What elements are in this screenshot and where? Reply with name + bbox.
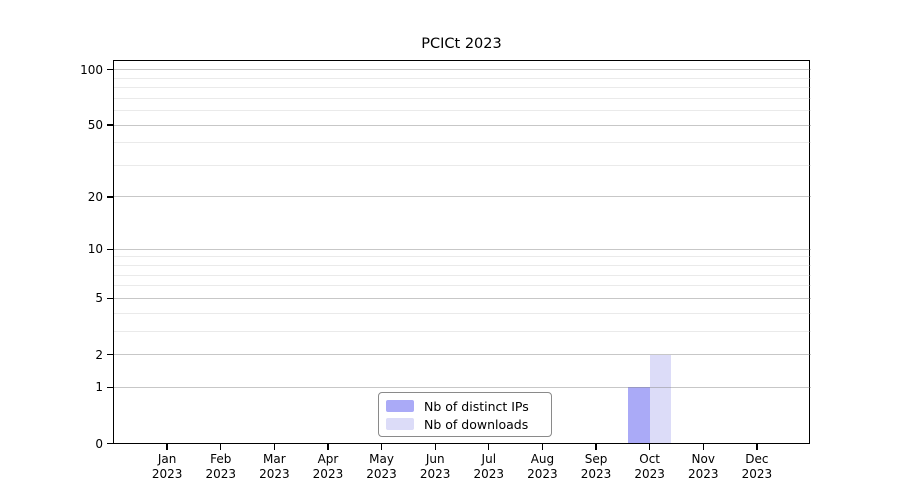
y-tick-label: 50	[87, 118, 103, 133]
legend-label-downloads: Nb of downloads	[424, 416, 529, 432]
x-tick-mark	[649, 444, 651, 450]
chart-title: PCICt 2023	[421, 36, 502, 52]
y-tick-mark	[107, 69, 113, 71]
x-tick-label: Sep 2023	[580, 451, 612, 482]
legend-item-downloads: Nb of downloads	[386, 416, 544, 432]
gridline-minor	[113, 285, 811, 287]
y-tick-mark	[107, 124, 113, 126]
gridline-major	[113, 196, 811, 198]
x-tick-mark	[273, 444, 275, 450]
x-tick-label: Jul 2023	[473, 451, 505, 482]
gridline-major	[113, 386, 811, 388]
x-tick-label: Apr 2023	[312, 451, 344, 482]
x-tick-mark	[166, 444, 168, 450]
y-tick-label: 2	[95, 347, 103, 362]
y-tick-label: 0	[95, 436, 103, 451]
plot-border	[113, 60, 810, 444]
x-tick-label: Oct 2023	[634, 451, 665, 482]
x-tick-label: Jun 2023	[419, 451, 451, 482]
gridline-major	[113, 124, 811, 126]
y-tick-mark	[107, 248, 113, 250]
y-tick-label: 20	[87, 189, 103, 204]
x-tick-label: Mar 2023	[259, 451, 290, 482]
x-tick-label: Aug 2023	[527, 451, 558, 482]
gridline-minor	[113, 97, 811, 99]
y-tick-mark	[107, 353, 113, 356]
gridline-major	[113, 248, 811, 250]
x-tick-label: May 2023	[366, 451, 397, 482]
y-tick-label: 1	[95, 380, 103, 395]
gridline-major	[113, 297, 811, 299]
gridline-minor	[113, 142, 811, 144]
gridline-major	[113, 69, 811, 71]
x-tick-mark	[488, 444, 490, 450]
x-tick-label: Nov 2023	[687, 451, 719, 482]
gridline-minor	[113, 274, 811, 276]
bar-oct-s1	[649, 354, 672, 444]
x-tick-mark	[595, 444, 597, 450]
x-tick-mark	[220, 444, 222, 450]
x-tick-mark	[702, 444, 704, 450]
gridline-minor	[113, 256, 811, 258]
legend-swatch-downloads	[386, 418, 414, 430]
bar-oct-s0	[628, 387, 650, 444]
x-tick-mark	[756, 444, 758, 450]
x-tick-label: Feb 2023	[205, 451, 236, 482]
x-tick-mark	[541, 444, 544, 450]
legend-swatch-distinct-ips	[386, 400, 414, 412]
x-tick-label: Jan 2023	[151, 451, 183, 482]
legend: Nb of distinct IPs Nb of downloads	[378, 392, 552, 437]
legend-item-distinct-ips: Nb of distinct IPs	[386, 398, 544, 414]
gridline-minor	[113, 312, 811, 314]
gridline-minor	[113, 164, 811, 166]
gridline-minor	[113, 330, 811, 332]
x-tick-label: Dec 2023	[741, 451, 773, 482]
y-tick-label: 10	[87, 242, 103, 257]
y-tick-label: 100	[80, 62, 103, 77]
gridline-minor	[113, 110, 811, 112]
gridline-major	[113, 354, 811, 355]
legend-label-distinct-ips: Nb of distinct IPs	[424, 398, 529, 414]
x-tick-mark	[380, 444, 383, 450]
gridline-minor	[113, 265, 811, 267]
y-tick-mark	[107, 297, 113, 299]
y-tick-mark	[107, 442, 113, 445]
y-tick-mark	[107, 386, 113, 388]
gridline-minor	[113, 77, 811, 79]
y-tick-mark	[107, 196, 113, 198]
x-tick-mark	[434, 444, 436, 450]
y-tick-label: 5	[95, 291, 103, 306]
gridline-minor	[113, 87, 811, 89]
x-tick-mark	[327, 444, 329, 450]
